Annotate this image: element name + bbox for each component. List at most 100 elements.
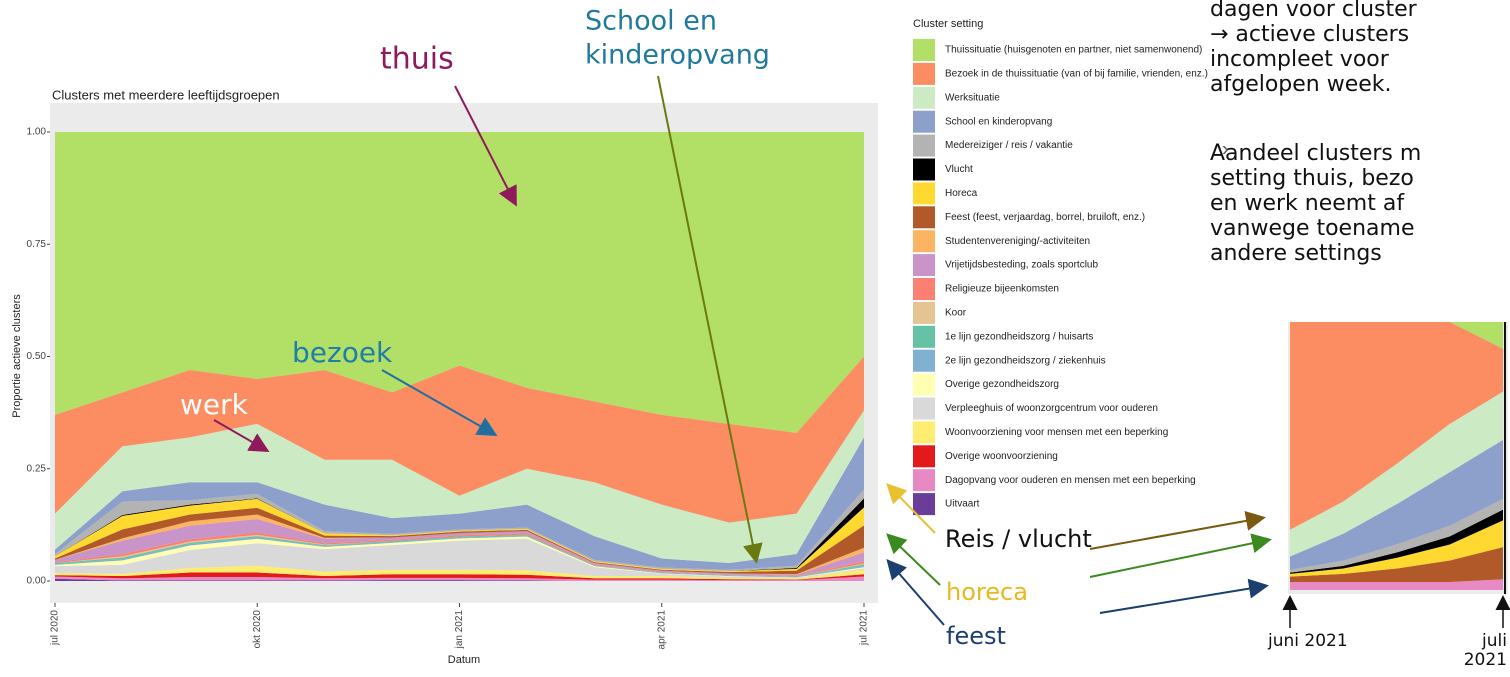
bullet: › [1222, 138, 1229, 160]
arrow [886, 533, 941, 586]
arrow [381, 369, 498, 436]
note-line: afgelopen week. [1210, 72, 1392, 97]
area [55, 565, 864, 580]
area [1290, 520, 1503, 577]
legend-label: Koor [945, 308, 967, 319]
arrow [1089, 510, 1266, 550]
area [1290, 322, 1503, 349]
legend-label: 2e lijn gezondheidszorg / ziekenhuis [945, 355, 1106, 366]
note-line: incompleet voor [1210, 47, 1390, 72]
note-line: → actieve clusters [1210, 22, 1409, 47]
y-tick-label: 0.00 [27, 576, 47, 587]
area [55, 578, 864, 581]
arrows [213, 75, 1510, 628]
arrow [213, 419, 270, 452]
arrow [454, 85, 517, 207]
legend-label: Vlucht [945, 164, 973, 175]
legend-label: Horeca [945, 188, 978, 199]
annotation: Reis / vlucht [945, 525, 1092, 553]
x-tick-label: okt 2020 [252, 610, 263, 649]
legend-label: Thuissituatie (huisgenoten en partner, n… [945, 45, 1202, 56]
area [55, 489, 864, 572]
legend-swatch [913, 182, 935, 205]
chart-title: Clusters met meerdere leeftijdsgroepen [52, 87, 280, 102]
arrow [1099, 578, 1269, 614]
x-tick-label: apr 2021 [656, 610, 667, 650]
legend-swatch [913, 230, 935, 253]
legend-swatch [913, 349, 935, 372]
legend-label: Overige woonvoorziening [945, 451, 1058, 462]
x-tick-label: jul 2020 [50, 610, 61, 646]
note-line: dagen voor cluster [1210, 0, 1418, 22]
legend-swatch [913, 325, 935, 348]
note-line: setting thuis, bezo [1210, 166, 1414, 191]
legend-swatch [913, 254, 935, 277]
legend-swatch [913, 110, 935, 133]
annotation: bezoek [292, 336, 393, 369]
annotation: thuis [380, 42, 454, 77]
legend-swatch [913, 421, 935, 444]
x-tick-label: jan 2021 [454, 610, 465, 650]
annotation: horeca [946, 578, 1028, 606]
annotation: School en [585, 6, 717, 37]
legend-label: Medereiziger / reis / vakantie [945, 140, 1073, 151]
legend-swatch [913, 134, 935, 157]
area [55, 356, 864, 523]
legend-label: Verpleeghuis of woonzorgcentrum voor oud… [945, 403, 1158, 414]
area [55, 437, 864, 570]
legend-swatch [913, 469, 935, 492]
area [55, 538, 864, 579]
inset-x-tick-label: juli 2021 [1463, 631, 1507, 670]
area [55, 576, 864, 581]
legend-swatch [913, 86, 935, 109]
y-axis-title: Proportie actieve clusters [11, 294, 23, 418]
note-line: en werk neemt af [1210, 191, 1405, 216]
legend-label: 1e lijn gezondheidszorg / huisarts [945, 331, 1093, 342]
y-tick-label: 0.75 [27, 239, 47, 250]
legend-swatch [913, 373, 935, 396]
legend-swatch [913, 62, 935, 85]
legend-label: Uitvaart [945, 499, 980, 510]
y-tick-label: 0.50 [27, 351, 47, 362]
inset-x-tick-label: juni 2021 [1268, 631, 1348, 651]
legend-label: Werksituatie [945, 92, 1000, 103]
legend-swatch [913, 158, 935, 181]
legend-swatch [913, 493, 935, 516]
area [55, 572, 864, 581]
arrow [886, 558, 945, 626]
legend-swatch [913, 301, 935, 324]
legend-label: Dagopvang voor ouderen en mensen met een… [945, 475, 1196, 486]
legend-label: Vrijetijdsbesteding, zoals sportclub [945, 260, 1098, 271]
area [1290, 391, 1503, 557]
x-tick-label: jul 2021 [859, 610, 870, 646]
legend-swatch [913, 397, 935, 420]
legend-label: Bezoek in de thuissituatie (van of bij f… [945, 69, 1208, 80]
legend-label: School en kinderopvang [945, 116, 1052, 127]
legend-label: Woonvoorziening voor mensen met een bepe… [945, 427, 1168, 438]
legend-swatch [913, 278, 935, 300]
note-line: andere settings [1210, 241, 1382, 266]
arrow [657, 75, 763, 564]
area [1290, 439, 1503, 570]
legend-swatch [913, 445, 935, 468]
annotation: kinderopvang [585, 40, 770, 71]
legend-label: Feest (feest, verjaardag, borrel, bruilo… [945, 212, 1145, 223]
area [1290, 322, 1503, 530]
annotation: werk [180, 388, 249, 421]
legend-title: Cluster setting [913, 18, 983, 30]
area [55, 132, 864, 433]
y-tick-label: 0.25 [27, 463, 47, 474]
annotation: feest [946, 622, 1006, 650]
note-line: vanwege toename [1210, 216, 1414, 241]
legend-swatch [913, 206, 935, 229]
area [1290, 547, 1503, 582]
legend-swatch [913, 39, 935, 61]
x-axis-title: Datum [448, 654, 480, 666]
legend-label: Overige gezondheidszorg [945, 379, 1059, 390]
arrow [886, 483, 936, 534]
y-tick-label: 1.00 [27, 127, 47, 138]
legend-label: Religieuze bijeenkomsten [945, 284, 1059, 295]
note-line: Aandeel clusters m [1210, 141, 1421, 166]
